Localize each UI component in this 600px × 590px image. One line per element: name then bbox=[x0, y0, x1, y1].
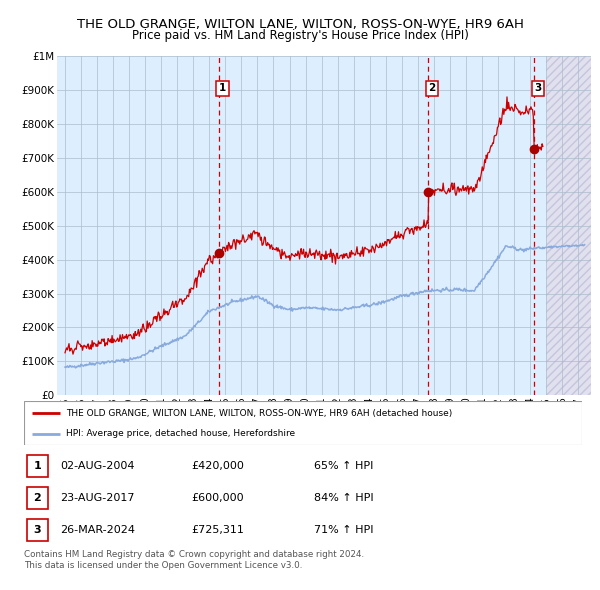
Text: 84% ↑ HPI: 84% ↑ HPI bbox=[314, 493, 374, 503]
Text: £600,000: £600,000 bbox=[191, 493, 244, 503]
Text: 26-MAR-2024: 26-MAR-2024 bbox=[60, 525, 135, 535]
Bar bbox=[546, 56, 591, 395]
Text: 3: 3 bbox=[34, 525, 41, 535]
FancyBboxPatch shape bbox=[27, 487, 48, 509]
Text: THE OLD GRANGE, WILTON LANE, WILTON, ROSS-ON-WYE, HR9 6AH: THE OLD GRANGE, WILTON LANE, WILTON, ROS… bbox=[77, 18, 523, 31]
Text: 02-AUG-2004: 02-AUG-2004 bbox=[60, 461, 135, 471]
Bar bbox=[546, 56, 591, 395]
Text: THE OLD GRANGE, WILTON LANE, WILTON, ROSS-ON-WYE, HR9 6AH (detached house): THE OLD GRANGE, WILTON LANE, WILTON, ROS… bbox=[66, 409, 452, 418]
Text: 1: 1 bbox=[34, 461, 41, 471]
Bar bbox=[57, 56, 546, 395]
Text: 1: 1 bbox=[219, 83, 226, 93]
Text: 3: 3 bbox=[534, 83, 541, 93]
Text: Contains HM Land Registry data © Crown copyright and database right 2024.: Contains HM Land Registry data © Crown c… bbox=[24, 550, 364, 559]
Text: Price paid vs. HM Land Registry's House Price Index (HPI): Price paid vs. HM Land Registry's House … bbox=[131, 29, 469, 42]
Text: £725,311: £725,311 bbox=[191, 525, 244, 535]
FancyBboxPatch shape bbox=[27, 455, 48, 477]
Text: 23-AUG-2017: 23-AUG-2017 bbox=[60, 493, 135, 503]
Text: This data is licensed under the Open Government Licence v3.0.: This data is licensed under the Open Gov… bbox=[24, 560, 302, 569]
Text: 2: 2 bbox=[428, 83, 436, 93]
Text: £420,000: £420,000 bbox=[191, 461, 244, 471]
Text: HPI: Average price, detached house, Herefordshire: HPI: Average price, detached house, Here… bbox=[66, 429, 295, 438]
FancyBboxPatch shape bbox=[27, 519, 48, 541]
Text: 2: 2 bbox=[34, 493, 41, 503]
Text: 65% ↑ HPI: 65% ↑ HPI bbox=[314, 461, 374, 471]
Text: 71% ↑ HPI: 71% ↑ HPI bbox=[314, 525, 374, 535]
FancyBboxPatch shape bbox=[24, 401, 582, 445]
